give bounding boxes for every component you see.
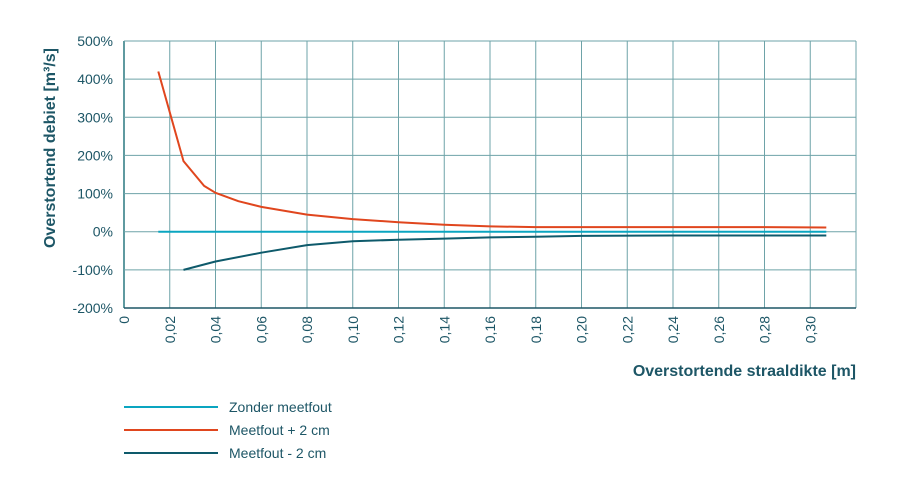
x-tick-label: 0,06	[253, 316, 269, 343]
x-tick-label: 0,16	[482, 316, 498, 343]
x-tick-label: 0,20	[574, 316, 590, 343]
y-tick-label: -200%	[73, 300, 113, 316]
x-tick-label: 0,30	[802, 316, 818, 343]
y-tick-label: 400%	[77, 71, 113, 87]
x-tick-label: 0,18	[528, 316, 544, 343]
y-tick-label: 100%	[77, 186, 113, 202]
x-tick-label: 0,24	[665, 316, 681, 343]
x-tick-label: 0	[116, 316, 132, 324]
legend-label: Meetfout - 2 cm	[229, 445, 326, 461]
y-tick-label: -100%	[73, 262, 113, 278]
y-tick-label: 200%	[77, 147, 113, 163]
x-tick-label: 0,14	[436, 316, 452, 343]
y-tick-label: 0%	[93, 224, 113, 240]
x-tick-label: 0,26	[711, 316, 727, 343]
x-axis-label: Overstortende straaldikte [m]	[633, 363, 856, 380]
x-tick-label: 0,12	[391, 316, 407, 343]
grid	[123, 40, 857, 309]
x-tick-label: 0,10	[345, 316, 361, 343]
x-tick-label: 0,22	[619, 316, 635, 343]
legend-label: Meetfout + 2 cm	[229, 422, 330, 438]
legend-label: Zonder meetfout	[229, 399, 332, 415]
x-tick-label: 0,28	[757, 316, 773, 343]
y-tick-label: 300%	[77, 109, 113, 125]
x-tick-label: 0,08	[299, 316, 315, 343]
series-line	[183, 234, 827, 271]
y-axis-label: Overstortend debiet [m³/s]	[42, 48, 59, 248]
x-tick-label: 0,02	[162, 316, 178, 343]
series-line	[157, 71, 827, 229]
tick-labels: 500% 400% 300% 200% 100% 0% -100% -200%0 0,02 0,0…	[73, 33, 819, 343]
legend: Zonder meetfout Meetfout + 2 cm Meetfout -…	[124, 399, 332, 461]
y-tick-label: 500%	[77, 33, 113, 49]
x-tick-label: 0,04	[208, 316, 224, 343]
series-lines	[157, 71, 827, 271]
